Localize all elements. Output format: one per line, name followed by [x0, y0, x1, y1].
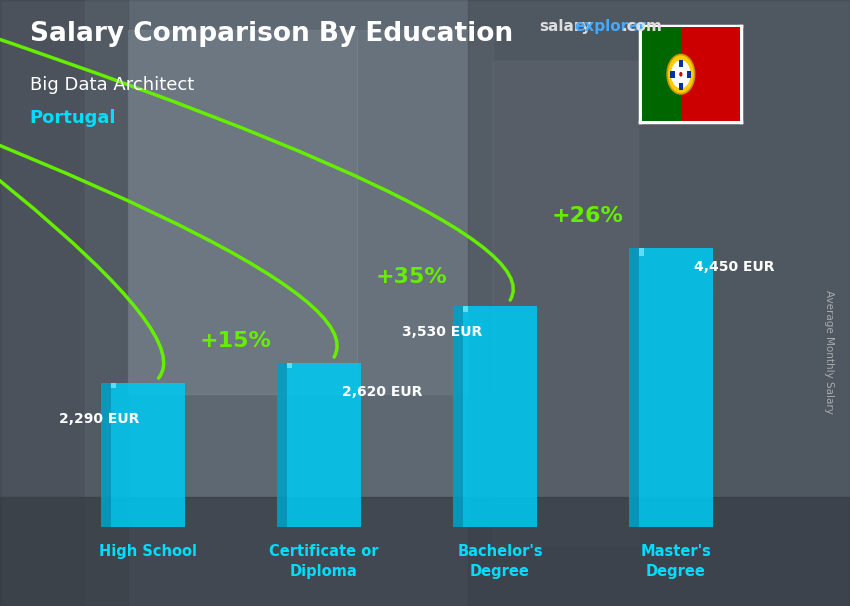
Bar — [671, 72, 675, 78]
Polygon shape — [277, 362, 287, 527]
Circle shape — [667, 55, 694, 94]
Polygon shape — [101, 384, 110, 527]
Bar — [678, 83, 683, 90]
Text: +15%: +15% — [200, 331, 272, 351]
Circle shape — [672, 60, 690, 88]
Bar — [678, 59, 683, 67]
Text: explorer: explorer — [575, 19, 647, 35]
Bar — [110, 384, 116, 388]
Bar — [110, 384, 184, 527]
Bar — [639, 248, 713, 527]
Bar — [639, 248, 644, 256]
Bar — [287, 362, 292, 368]
Bar — [463, 305, 468, 312]
Text: Salary Comparison By Education: Salary Comparison By Education — [30, 21, 513, 47]
Bar — [681, 27, 740, 121]
Circle shape — [679, 72, 683, 76]
Text: 2,620 EUR: 2,620 EUR — [342, 385, 422, 399]
Polygon shape — [629, 248, 639, 527]
Text: +35%: +35% — [376, 267, 448, 287]
Text: 2,290 EUR: 2,290 EUR — [59, 412, 139, 427]
Text: .com: .com — [621, 19, 662, 35]
Text: Portugal: Portugal — [30, 109, 116, 127]
Bar — [642, 27, 681, 121]
Text: Average Monthly Salary: Average Monthly Salary — [824, 290, 834, 413]
Text: Big Data Architect: Big Data Architect — [30, 76, 194, 94]
Text: salary: salary — [540, 19, 592, 35]
Text: 4,450 EUR: 4,450 EUR — [694, 261, 774, 275]
Bar — [287, 362, 361, 527]
Bar — [463, 305, 537, 527]
Polygon shape — [453, 305, 463, 527]
Text: +26%: +26% — [552, 206, 624, 227]
Bar — [687, 72, 691, 78]
Text: 3,530 EUR: 3,530 EUR — [402, 325, 482, 339]
